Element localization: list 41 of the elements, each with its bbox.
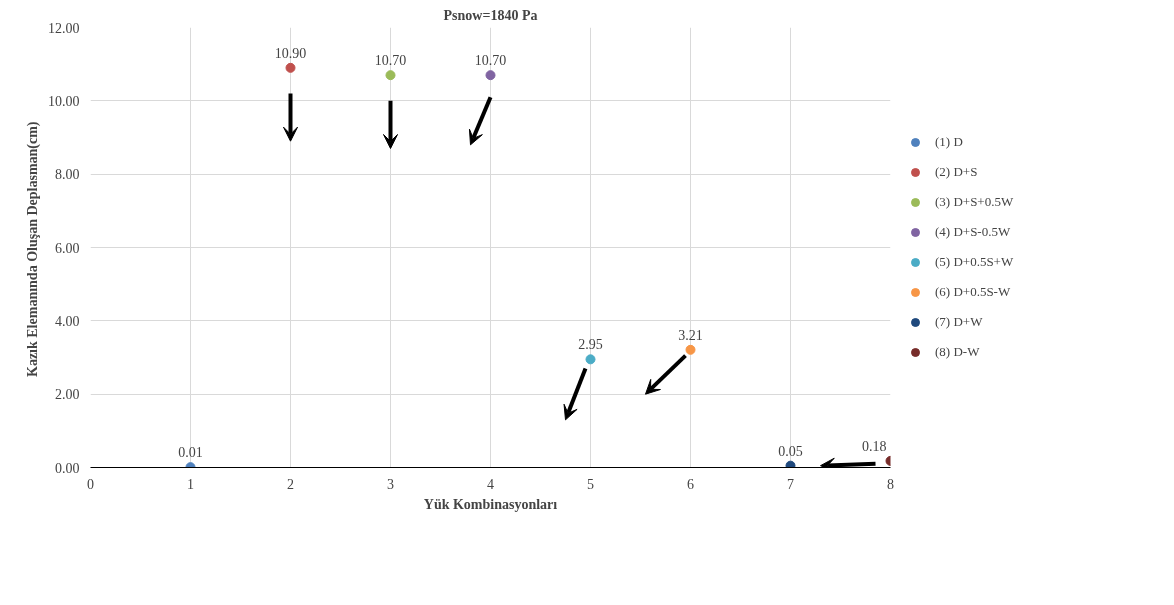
data-label: 2.95 [578,337,603,353]
legend-label: (4) D+S-0.5W [935,224,1011,240]
y-tick-label: 8.00 [55,167,80,183]
point [785,460,796,468]
y-tick-label: 0.00 [55,460,80,476]
y-tick-label: 4.00 [55,313,80,329]
x-tick-label: 7 [787,476,794,492]
point [285,62,296,73]
data-label: 10.70 [374,53,407,69]
x-tick-label: 5 [587,476,594,492]
data-label: 10.90 [274,45,307,61]
legend-label: (5) D+0.5S+W [935,254,1014,270]
point [685,344,696,355]
x-axis-title: Yük Kombinasyonları [423,496,558,512]
x-tick-label: 1 [187,476,194,492]
y-tick-label: 12.00 [48,20,80,36]
x-tick-label: 3 [387,476,394,492]
legend-label: (3) D+S+0.5W [935,194,1014,210]
y-axis-title: Kazık Elemanında Oluşan Deplasman(cm) [25,121,41,378]
legend-label: (7) D+W [935,314,983,330]
point [385,70,396,81]
x-tick-label: 8 [887,476,894,492]
y-tick-label: 6.00 [55,240,80,256]
legend-label: (6) D+0.5S-W [935,284,1011,300]
point [485,70,496,81]
chart-title: Psnow=1840 Pa [443,7,538,23]
legend-label: (8) D-W [935,344,980,360]
data-label: 3.21 [678,327,703,343]
legend-label: (1) D [935,134,963,150]
x-tick-label: 2 [287,476,294,492]
y-tick-label: 2.00 [55,387,80,403]
x-tick-label: 6 [687,476,694,492]
point [585,354,596,365]
data-label: 0.01 [178,445,203,461]
data-label: 0.05 [778,443,803,459]
legend-label: (2) D+S [935,164,978,180]
y-tick-label: 10.00 [48,93,80,109]
data-label: 10.70 [474,53,507,69]
x-tick-label: 0 [87,476,94,492]
x-tick-label: 4 [487,476,494,492]
data-label: 0.18 [862,438,887,454]
